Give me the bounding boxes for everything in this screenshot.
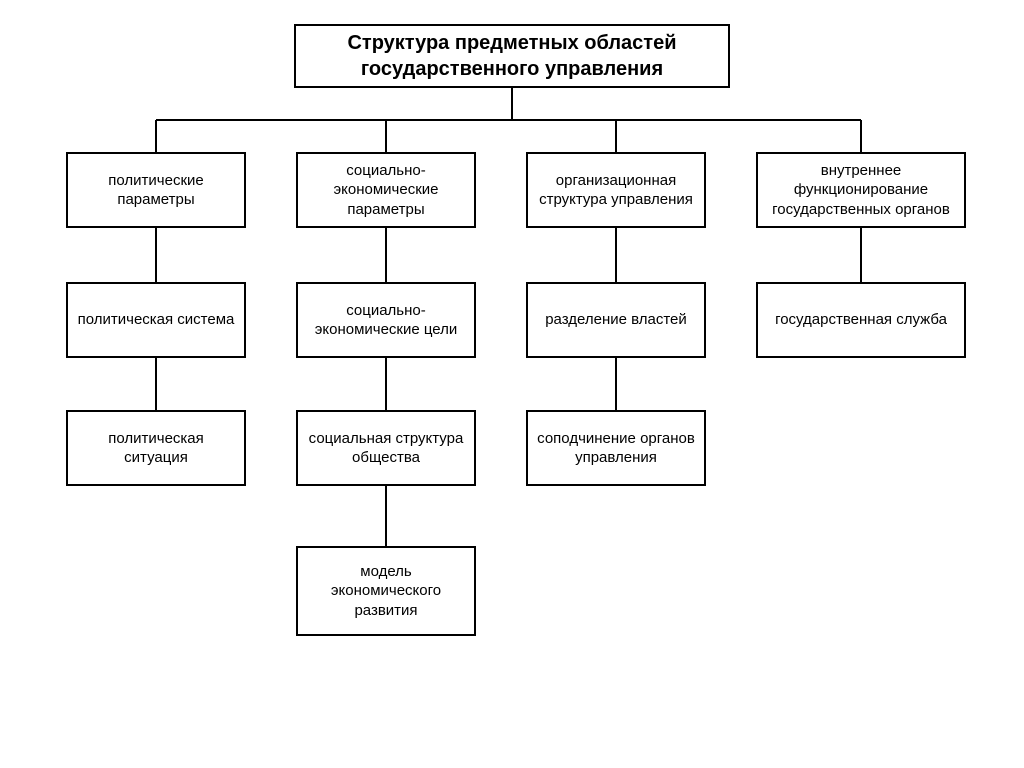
node-c4: внутреннее функционирование государствен…	[756, 152, 966, 228]
node-c1: политические параметры	[66, 152, 246, 228]
node-c2a-label: социально-экономические цели	[306, 301, 466, 340]
node-c1a-label: политическая система	[78, 310, 235, 330]
edge-layer	[0, 0, 1024, 768]
node-c1a: политическая система	[66, 282, 246, 358]
node-c2c: модель экономического развития	[296, 546, 476, 636]
node-c3: организационная структура управления	[526, 152, 706, 228]
node-c2b-label: социальная структура общества	[306, 429, 466, 468]
node-c4a-label: государственная служба	[775, 310, 947, 330]
node-c3a-label: разделение властей	[545, 310, 687, 330]
node-c1-label: политические параметры	[76, 171, 236, 210]
node-c3-label: организационная структура управления	[536, 171, 696, 210]
node-c4-label: внутреннее функционирование государствен…	[766, 161, 956, 220]
node-c3b-label: соподчинение органов управления	[536, 429, 696, 468]
node-c2b: социальная структура общества	[296, 410, 476, 486]
node-c1b: политическая ситуация	[66, 410, 246, 486]
diagram-stage: Структура предметных областей государств…	[0, 0, 1024, 768]
node-c2a: социально-экономические цели	[296, 282, 476, 358]
node-c2-label: социально-экономические параметры	[306, 161, 466, 220]
node-root: Структура предметных областей государств…	[294, 24, 730, 88]
node-c3b: соподчинение органов управления	[526, 410, 706, 486]
node-c2c-label: модель экономического развития	[306, 562, 466, 621]
node-c2: социально-экономические параметры	[296, 152, 476, 228]
node-c1b-label: политическая ситуация	[76, 429, 236, 468]
node-c4a: государственная служба	[756, 282, 966, 358]
node-c3a: разделение властей	[526, 282, 706, 358]
node-root-label: Структура предметных областей государств…	[304, 30, 720, 82]
